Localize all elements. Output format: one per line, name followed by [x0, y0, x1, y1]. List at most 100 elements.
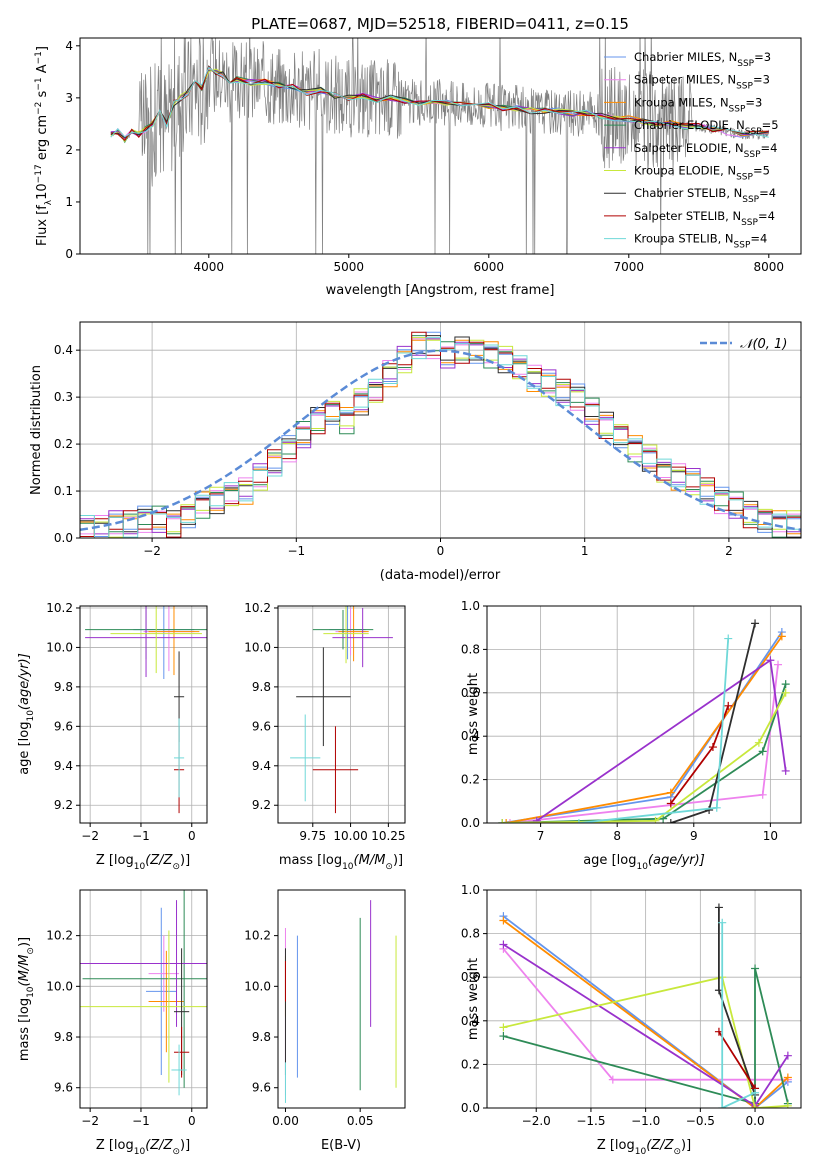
label-part: A	[35, 64, 50, 77]
mass-weight-point	[505, 819, 514, 823]
plot-area	[498, 619, 790, 823]
mass-weight-point	[705, 805, 714, 814]
y-tick-label: 10.0	[46, 979, 73, 993]
label-part: SSP	[736, 173, 753, 183]
x-tick-label: 0	[437, 544, 445, 558]
y-tick-label: 9.6	[54, 719, 73, 733]
label-part: (age/yr)]	[17, 653, 32, 710]
y-tick-label: 9.8	[252, 1030, 271, 1044]
mass-weight-line	[502, 919, 789, 1108]
axes-background	[278, 890, 405, 1108]
label-part: −17	[34, 164, 44, 183]
label-part: wavelength [Angstrom, rest frame]	[326, 283, 555, 298]
x-tick-label: −0.5	[686, 1114, 715, 1128]
legend-label: Kroupa ELODIE, NSSP=5	[634, 164, 770, 183]
mass-weight-point	[783, 1073, 792, 1082]
mass-weight-point	[781, 688, 790, 697]
x-tick-label: 6000	[474, 260, 505, 274]
label-part: )]	[180, 1138, 190, 1153]
label-part: SSP	[745, 127, 762, 137]
y-tick-label: 10.0	[244, 979, 271, 993]
mass-weight-metallicity-panel: −2.0 −1.5 −1.0 −0.5 0.0 0.0 0.2 0.4 0.6 0.8 1.0 Z […	[461, 883, 802, 1157]
x-axis-label: mass [log10(M/M⊙)]	[279, 853, 403, 872]
label-part: Normed distribution	[29, 365, 44, 495]
figure-title: PLATE=0687, MJD=52518, FIBERID=0411, z=0…	[251, 15, 629, 33]
y-tick-label: 0	[65, 247, 73, 261]
y-axis-label: age [log10(age/yr)]	[17, 653, 36, 775]
legend-label: Salpeter ELODIE, NSSP=4	[634, 141, 777, 160]
y-tick-label: 3	[65, 91, 73, 105]
plot-area	[80, 331, 801, 538]
y-tick-label: 4	[65, 39, 73, 53]
legend-label: Chabrier ELODIE, NSSP=5	[634, 118, 779, 137]
mass-weight-point	[499, 916, 508, 925]
y-tick-label: 9.8	[252, 680, 271, 694]
label-part: age [log	[17, 722, 32, 775]
mass-weight-point	[708, 743, 717, 752]
y-tick-label: 1.0	[461, 599, 480, 613]
label-part: Z [log	[96, 1138, 134, 1153]
label-part: (Z/Z	[145, 1138, 173, 1153]
label-part: mass [log	[279, 853, 342, 868]
mass-weight-line	[502, 683, 787, 823]
x-tick-label: 2	[725, 544, 733, 558]
y-tick-label: 10.2	[244, 929, 271, 943]
label-part: Chabrier MILES, N	[634, 50, 737, 64]
x-axis-label: Z [log10(Z/Z⊙)]	[597, 1138, 691, 1157]
label-part: ⊙	[172, 862, 180, 872]
y-tick-label: 9.8	[54, 680, 73, 694]
label-part: mass weight	[466, 673, 481, 755]
mass-weight-point	[714, 903, 723, 912]
x-axis-label: Z [log10(Z/Z⊙)]	[96, 853, 190, 872]
x-tick-label: −1.0	[631, 1114, 660, 1128]
x-tick-label: 0	[188, 829, 196, 843]
axes-frame	[486, 889, 802, 1109]
y-tick-label: 0.6	[461, 970, 480, 984]
label-part: Salpeter STELIB, N	[634, 209, 741, 223]
residuals-panel: −2 −1 0 1 2 0.0 0.1 0.2 0.3 0.4 𝒩(0, 1) (data-model…	[29, 321, 802, 583]
mass-weight-point	[724, 701, 733, 710]
label-part: −2	[34, 102, 44, 115]
mass-weight-point	[498, 819, 507, 823]
y-tick-label: 1.0	[461, 883, 480, 897]
legend-label: Salpeter MILES, NSSP=3	[634, 73, 770, 92]
axes-background	[487, 890, 801, 1108]
label-part: =4	[759, 186, 776, 200]
mass-weight-point	[724, 634, 733, 643]
mass-weight-point	[751, 964, 760, 973]
label-part: SSP	[742, 195, 759, 205]
y-tick-label: 10.2	[46, 929, 73, 943]
x-tick-label: −2	[143, 544, 161, 558]
label-part: −1	[34, 51, 44, 64]
plot-area	[85, 606, 207, 814]
grid	[80, 606, 207, 823]
y-axis-label: Normed distribution	[29, 365, 44, 495]
mass-weight-point	[574, 819, 583, 823]
mass-weight-point	[532, 816, 541, 823]
label-part: =3	[754, 50, 771, 64]
y-tick-label: 9.6	[252, 1081, 271, 1095]
x-tick-label: −2	[81, 829, 99, 843]
mass-weight-point	[781, 766, 790, 775]
y-tick-label: 0.8	[461, 642, 480, 656]
label-part: Kroupa STELIB, N	[634, 232, 734, 246]
mass-weight-point	[783, 1101, 792, 1108]
mass-weight-line	[503, 968, 789, 1105]
y-tick-label: 0.0	[461, 816, 480, 830]
x-tick-label: 0.0	[746, 1114, 765, 1128]
mass-weight-line	[502, 915, 789, 1108]
x-tick-label: 9	[690, 829, 698, 843]
label-part: Z [log	[96, 853, 134, 868]
mass-weight-point	[751, 1104, 760, 1108]
mass-weight-point	[718, 1104, 727, 1108]
label-part: Salpeter MILES, N	[634, 73, 736, 87]
label-part: ⊙	[385, 862, 393, 872]
age-mass-panel: 9.75 10.00 10.25 9.2 9.4 9.6 9.8 10.0 10.2 mass […	[244, 601, 405, 872]
x-tick-label: 9.75	[299, 829, 326, 843]
mass-weight-point	[758, 790, 767, 799]
y-tick-label: 9.6	[252, 719, 271, 733]
y-tick-label: 0.0	[54, 531, 73, 545]
label-part: 10	[26, 986, 36, 998]
label-part: ⊙	[172, 1147, 180, 1157]
